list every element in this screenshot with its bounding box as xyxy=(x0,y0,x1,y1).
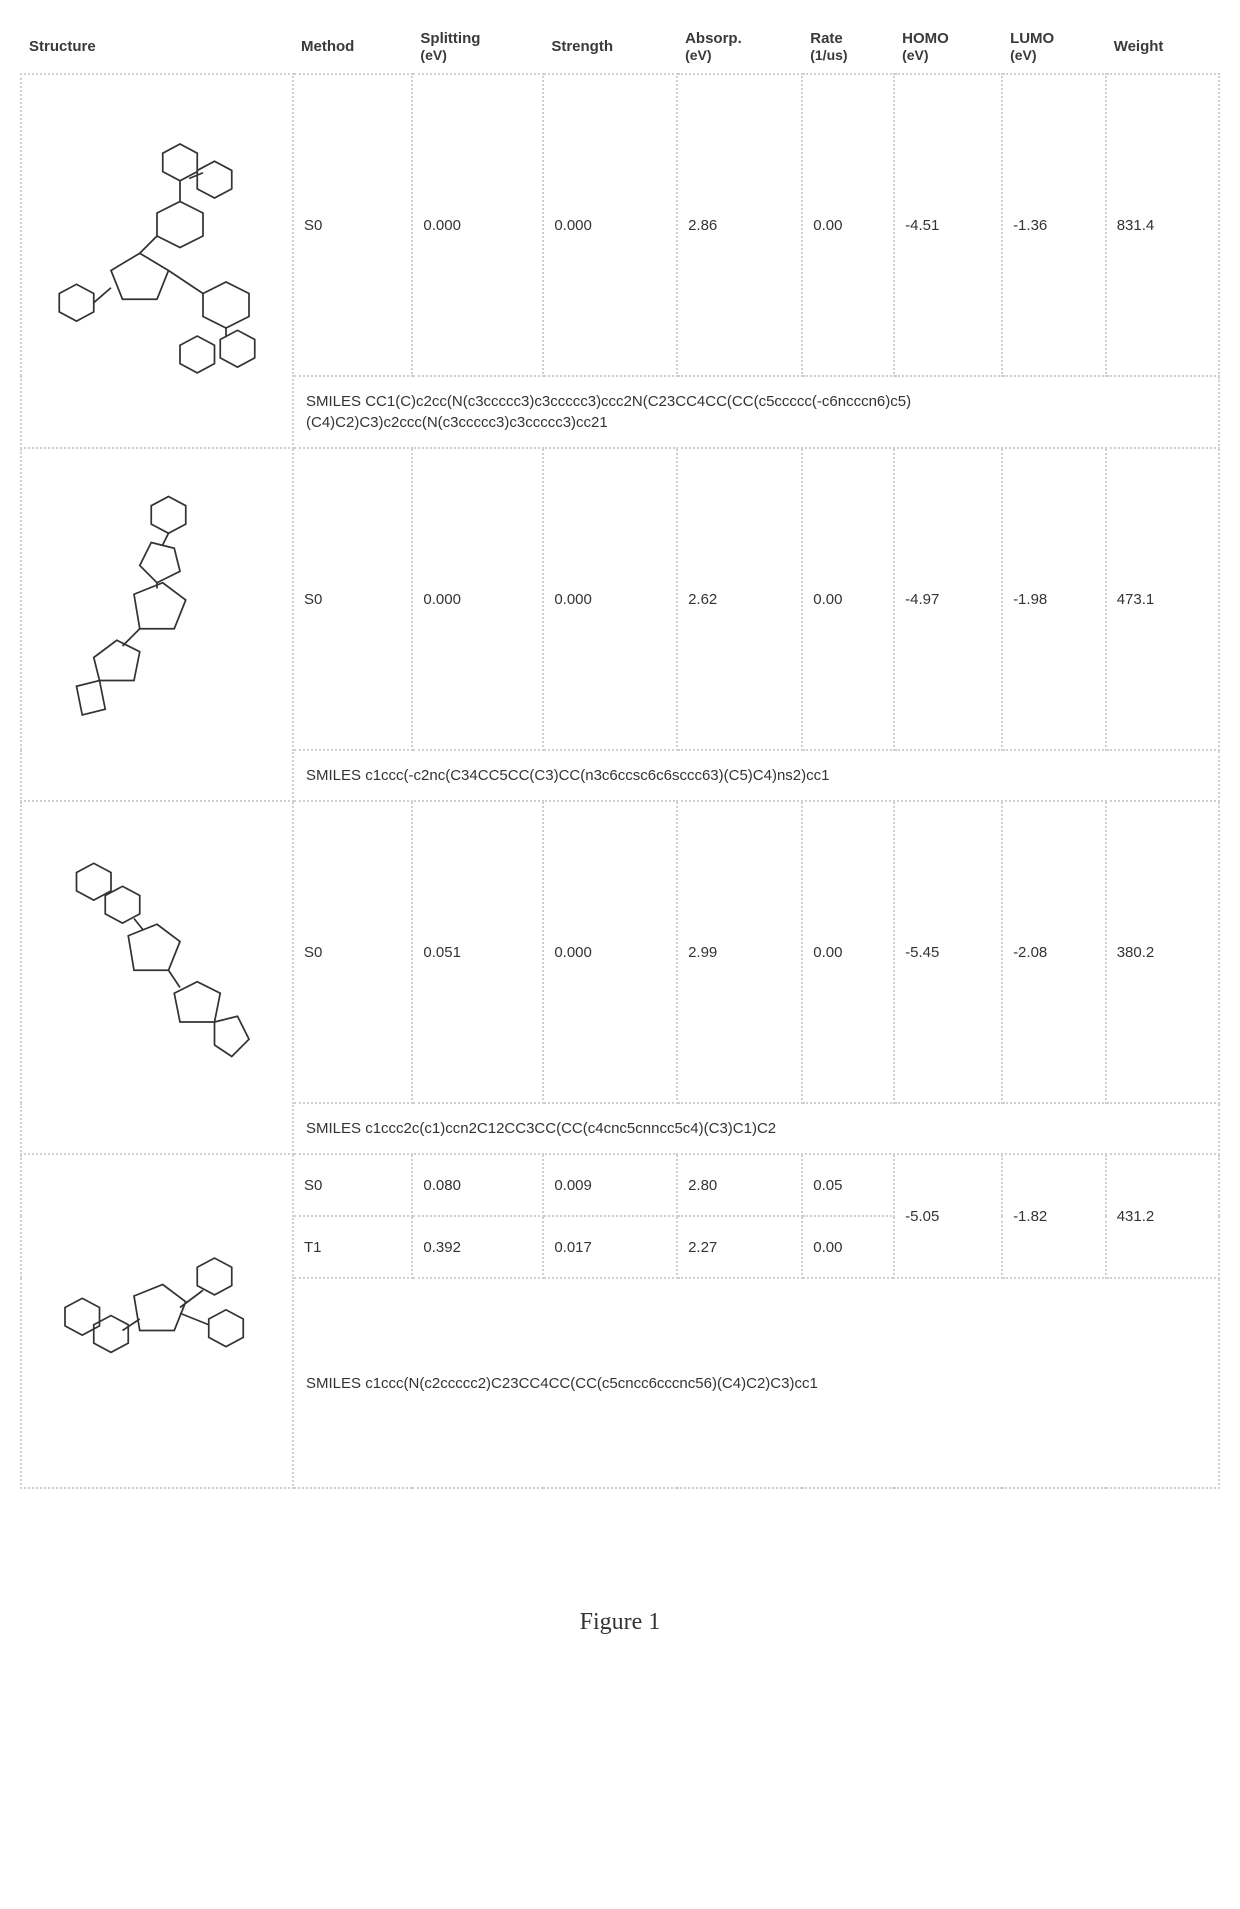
weight-cell: 380.2 xyxy=(1106,801,1219,1103)
col-lumo: LUMO (eV) xyxy=(1002,20,1106,74)
molecule-icon xyxy=(42,121,272,397)
col-splitting-label: Splitting xyxy=(420,30,480,47)
absorp-cell: 2.62 xyxy=(677,448,802,750)
lumo-cell: -1.98 xyxy=(1002,448,1106,750)
smiles-cell: SMILES CC1(C)c2cc(N(c3ccccc3)c3ccccc3)cc… xyxy=(293,376,1219,448)
data-table: Structure Method Splitting (eV) Strength… xyxy=(20,20,1220,1489)
col-splitting: Splitting (eV) xyxy=(412,20,543,74)
col-lumo-unit: (eV) xyxy=(1010,47,1098,63)
weight-cell: 473.1 xyxy=(1106,448,1219,750)
smiles-cell: SMILES c1ccc(N(c2ccccc2)C23CC4CC(CC(c5cn… xyxy=(293,1278,1219,1488)
smiles-cell: SMILES c1ccc2c(c1)ccn2C12CC3CC(CC(c4cnc5… xyxy=(293,1103,1219,1154)
col-homo-label: HOMO xyxy=(902,30,949,47)
homo-cell: -4.97 xyxy=(894,448,1002,750)
smiles-prefix: SMILES xyxy=(306,393,361,410)
weight-cell: 831.4 xyxy=(1106,74,1219,376)
molecule-icon xyxy=(42,1204,272,1434)
strength-cell: 0.000 xyxy=(543,448,677,750)
method-cell: S0 xyxy=(293,801,412,1103)
absorp-cell: 2.80 xyxy=(677,1154,802,1216)
col-rate-label: Rate xyxy=(810,30,843,47)
col-rate: Rate (1/us) xyxy=(802,20,894,74)
splitting-cell: 0.051 xyxy=(412,801,543,1103)
strength-cell: 0.000 xyxy=(543,801,677,1103)
rate-cell: 0.00 xyxy=(802,448,894,750)
col-structure: Structure xyxy=(21,20,293,74)
smiles-cell: SMILES c1ccc(-c2nc(C34CC5CC(C3)CC(n3c6cc… xyxy=(293,750,1219,801)
smiles-string: c1ccc(-c2nc(C34CC5CC(C3)CC(n3c6ccsc6c6sc… xyxy=(365,767,829,784)
structure-cell xyxy=(21,801,293,1154)
smiles-string: CC1(C)c2cc(N(c3ccccc3)c3ccccc3)ccc2N(C23… xyxy=(306,393,911,431)
splitting-cell: 0.000 xyxy=(412,448,543,750)
method-cell: S0 xyxy=(293,1154,412,1216)
absorp-cell: 2.86 xyxy=(677,74,802,376)
col-absorp: Absorp. (eV) xyxy=(677,20,802,74)
col-strength: Strength xyxy=(543,20,677,74)
method-cell: T1 xyxy=(293,1216,412,1278)
smiles-prefix: SMILES xyxy=(306,1120,361,1137)
smiles-prefix: SMILES xyxy=(306,767,361,784)
table-row: S0 0.080 0.009 2.80 0.05 -5.05 -1.82 431… xyxy=(21,1154,1219,1216)
homo-cell: -5.05 xyxy=(894,1154,1002,1278)
splitting-cell: 0.080 xyxy=(412,1154,543,1216)
method-cell: S0 xyxy=(293,74,412,376)
method-cell: S0 xyxy=(293,448,412,750)
col-absorp-label: Absorp. xyxy=(685,30,742,47)
splitting-cell: 0.392 xyxy=(412,1216,543,1278)
rate-cell: 0.00 xyxy=(802,1216,894,1278)
homo-cell: -4.51 xyxy=(894,74,1002,376)
absorp-cell: 2.27 xyxy=(677,1216,802,1278)
smiles-string: c1ccc(N(c2ccccc2)C23CC4CC(CC(c5cncc6cccn… xyxy=(365,1375,818,1392)
table-header-row: Structure Method Splitting (eV) Strength… xyxy=(21,20,1219,74)
structure-cell xyxy=(21,74,293,448)
rate-cell: 0.00 xyxy=(802,801,894,1103)
lumo-cell: -1.82 xyxy=(1002,1154,1106,1278)
splitting-cell: 0.000 xyxy=(412,74,543,376)
col-homo: HOMO (eV) xyxy=(894,20,1002,74)
table-body: S0 0.000 0.000 2.86 0.00 -4.51 -1.36 831… xyxy=(21,74,1219,1488)
table-row: S0 0.000 0.000 2.86 0.00 -4.51 -1.36 831… xyxy=(21,74,1219,376)
molecule-icon xyxy=(42,838,272,1114)
col-lumo-label: LUMO xyxy=(1010,30,1054,47)
structure-cell xyxy=(21,448,293,801)
homo-cell: -5.45 xyxy=(894,801,1002,1103)
strength-cell: 0.017 xyxy=(543,1216,677,1278)
weight-cell: 431.2 xyxy=(1106,1154,1219,1278)
figure-caption: Figure 1 xyxy=(20,1609,1220,1636)
absorp-cell: 2.99 xyxy=(677,801,802,1103)
strength-cell: 0.009 xyxy=(543,1154,677,1216)
table-row: S0 0.051 0.000 2.99 0.00 -5.45 -2.08 380… xyxy=(21,801,1219,1103)
structure-cell xyxy=(21,1154,293,1488)
rate-cell: 0.00 xyxy=(802,74,894,376)
col-splitting-unit: (eV) xyxy=(420,47,535,63)
smiles-string: c1ccc2c(c1)ccn2C12CC3CC(CC(c4cnc5cnncc5c… xyxy=(365,1120,776,1137)
col-weight: Weight xyxy=(1106,20,1219,74)
col-method: Method xyxy=(293,20,412,74)
rate-cell: 0.05 xyxy=(802,1154,894,1216)
molecule-icon xyxy=(42,485,272,761)
table-row: S0 0.000 0.000 2.62 0.00 -4.97 -1.98 473… xyxy=(21,448,1219,750)
lumo-cell: -2.08 xyxy=(1002,801,1106,1103)
col-absorp-unit: (eV) xyxy=(685,47,794,63)
strength-cell: 0.000 xyxy=(543,74,677,376)
lumo-cell: -1.36 xyxy=(1002,74,1106,376)
smiles-prefix: SMILES xyxy=(306,1375,361,1392)
col-rate-unit: (1/us) xyxy=(810,47,886,63)
col-homo-unit: (eV) xyxy=(902,47,994,63)
